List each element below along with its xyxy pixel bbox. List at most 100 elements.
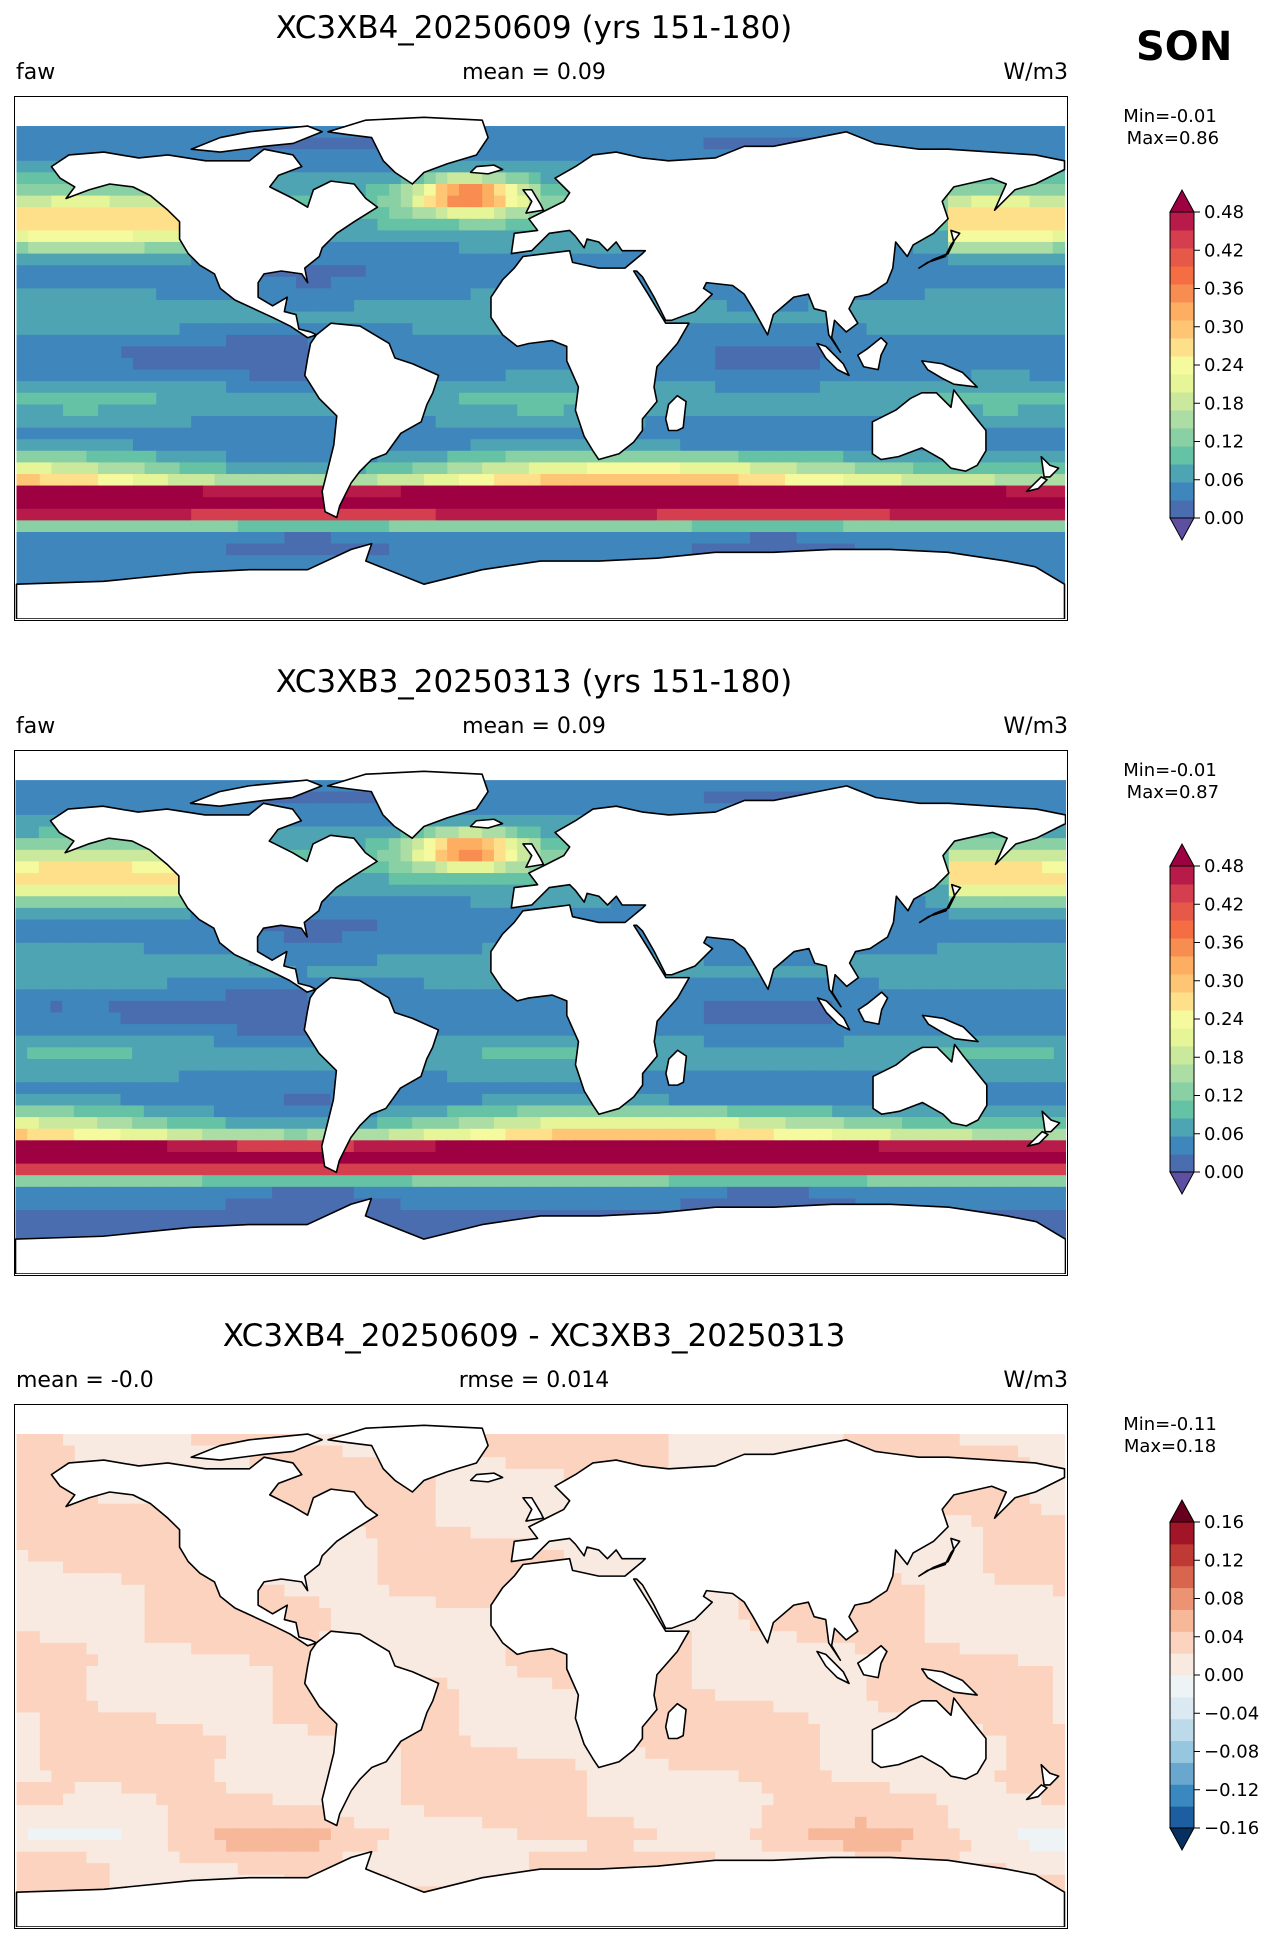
colorbar-swatch (1170, 1046, 1194, 1065)
colorbar-tick-label: 0.30 (1204, 971, 1244, 992)
colorbar-swatch (1170, 1587, 1194, 1610)
coastline (490, 785, 1066, 1116)
coastline (856, 1644, 888, 1679)
colorbar-tick-label: 0.18 (1204, 1047, 1244, 1068)
coastline (918, 229, 961, 269)
coastline (918, 1537, 961, 1577)
coastline (1041, 1110, 1061, 1133)
coastline (303, 976, 440, 1174)
units-label: W/m3 (1003, 714, 1068, 739)
coastline (1040, 455, 1060, 478)
colorbar-swatch (1170, 866, 1194, 885)
coastline (1026, 1130, 1049, 1147)
colorbar-tick-label: 0.12 (1204, 1086, 1244, 1107)
colorbar-swatch (1170, 212, 1194, 231)
coastline (327, 1424, 489, 1493)
colorbar-tick-label: 0.24 (1204, 1009, 1244, 1030)
land-outlines (15, 1424, 1066, 1927)
colorbar-swatch (1170, 1762, 1194, 1785)
coastline (327, 116, 489, 185)
colorbar-swatch (1170, 1653, 1194, 1676)
colorbar-tick-label: 0.12 (1204, 432, 1244, 453)
coastline (490, 1439, 1066, 1769)
colorbar-extend-min (1169, 517, 1195, 542)
colorbar-tick-label: 0.30 (1204, 317, 1244, 338)
map-plot (14, 1404, 1068, 1929)
min-max-label: Min=-0.11 Max=0.18 (1123, 1414, 1217, 1457)
colorbar-scale: 0.00 0.06 0.12 0.18 0.24 0.30 0.36 0.42 0.48 (1169, 842, 1244, 1196)
colorbar-tick-label: −0.12 (1204, 1780, 1259, 1801)
colorbar: 0.00 0.06 0.12 0.18 0.24 0.30 0.36 0.42 0.48 (1150, 160, 1260, 564)
coastline (871, 389, 987, 472)
panel-title: XC3XB4_20250609 (yrs 151-180) (275, 10, 793, 46)
map-field (15, 751, 1066, 1274)
colorbar-tick-label: 0.36 (1204, 933, 1244, 954)
colorbar-swatch (1170, 1784, 1194, 1807)
coastline (490, 131, 1066, 461)
coastline (49, 802, 378, 993)
no-data-band (16, 97, 1065, 109)
colorbar-tick-label: 0.42 (1204, 240, 1244, 261)
colorbar-tick-label: 0.00 (1204, 1162, 1244, 1183)
colorbar-swatch (1170, 938, 1194, 957)
colorbar-swatch (1170, 1740, 1194, 1763)
coastline (190, 1433, 323, 1461)
colorbar-swatch (1170, 266, 1194, 285)
coastline (303, 322, 440, 519)
colorbar-tick-label: −0.16 (1204, 1818, 1259, 1839)
colorbar-scale: 0.00 0.06 0.12 0.18 0.24 0.30 0.36 0.42 0.48 (1169, 188, 1244, 542)
coastline (15, 1197, 1066, 1274)
min-max-label: Min=-0.01 Max=0.87 (1123, 760, 1220, 803)
colorbar-tick-label: 0.04 (1204, 1627, 1244, 1648)
coastline (15, 1850, 1066, 1927)
colorbar-swatch (1170, 1696, 1194, 1720)
coastline (1025, 476, 1048, 493)
season-label: SON (1136, 24, 1233, 70)
colorbar-tick-label: 0.36 (1204, 279, 1244, 300)
coastline (522, 188, 545, 214)
colorbar-swatch (1170, 302, 1194, 321)
coastline (871, 1697, 987, 1780)
colorbar-swatch (1170, 1675, 1194, 1698)
colorbar-swatch (1170, 356, 1194, 375)
colorbar: −0.16 −0.12 −0.08 −0.04 0.00 0.04 0.08 0.12 0.16 (1150, 1470, 1260, 1874)
colorbar-tick-label: 0.08 (1204, 1589, 1244, 1610)
colorbar-swatch (1170, 1631, 1194, 1654)
coastline (856, 336, 888, 371)
coastline (816, 1650, 850, 1685)
colorbar-swatch (1170, 374, 1194, 393)
colorbar-extend-min (1169, 1171, 1195, 1196)
colorbar-extend-max (1169, 188, 1195, 213)
colorbar-swatch (1170, 1609, 1194, 1632)
colorbar-tick-label: −0.08 (1204, 1742, 1259, 1763)
coastline (469, 164, 504, 175)
colorbar-swatch (1170, 1522, 1194, 1545)
colorbar: 0.00 0.06 0.12 0.18 0.24 0.30 0.36 0.42 0.48 (1150, 814, 1260, 1218)
units-label: W/m3 (1003, 1368, 1068, 1393)
coastline (664, 1702, 687, 1740)
colorbar-extend-max (1169, 842, 1195, 867)
map-plot (14, 750, 1068, 1276)
colorbar-extend-min (1169, 1827, 1195, 1852)
coastline (1025, 1784, 1048, 1801)
colorbar-tick-label: −0.04 (1204, 1703, 1259, 1724)
no-data-band (16, 1405, 1065, 1417)
colorbar-swatch (1170, 410, 1194, 429)
colorbar-swatch (1170, 230, 1194, 249)
coastline (921, 1014, 979, 1043)
colorbar-swatch (1170, 284, 1194, 303)
colorbar-swatch (1170, 884, 1194, 903)
colorbar-swatch (1170, 1565, 1194, 1589)
land-outlines (15, 770, 1066, 1274)
mean-label: mean = 0.09 (462, 60, 606, 85)
colorbar-swatch (1170, 1100, 1194, 1119)
colorbar-swatch (1170, 392, 1194, 411)
colorbar-tick-label: 0.00 (1204, 1665, 1244, 1686)
map-field (15, 1405, 1066, 1927)
coastline (816, 342, 850, 377)
colorbar-tick-label: 0.16 (1204, 1512, 1244, 1533)
colorbar-tick-label: 0.06 (1204, 470, 1244, 491)
mean-label: mean = 0.09 (462, 714, 606, 739)
colorbar-swatch (1170, 992, 1194, 1011)
coastline (15, 542, 1066, 619)
